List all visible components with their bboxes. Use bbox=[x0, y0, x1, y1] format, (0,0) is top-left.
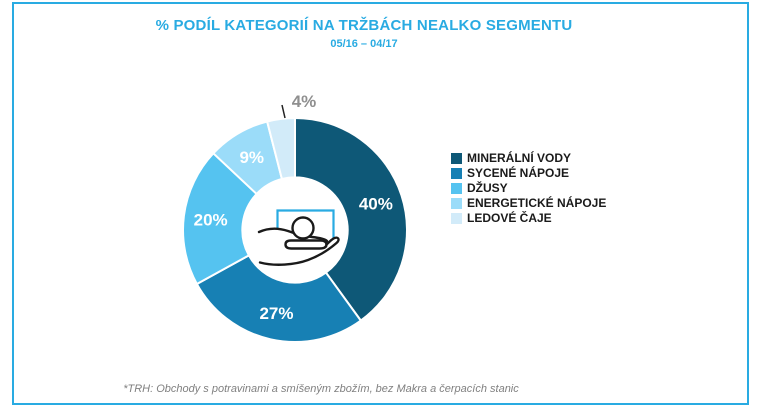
legend-item: LEDOVÉ ČAJE bbox=[451, 212, 606, 224]
legend-swatch bbox=[451, 212, 462, 224]
pie-slice-1 bbox=[195, 254, 362, 343]
legend-item: ENERGETICKÉ NÁPOJE bbox=[451, 197, 606, 209]
legend-item: DŽUSY bbox=[451, 182, 606, 194]
slice-label: 9% bbox=[239, 148, 264, 167]
legend-swatch bbox=[451, 182, 462, 194]
legend-swatch bbox=[451, 152, 462, 164]
pie-slice-4 bbox=[266, 117, 296, 181]
legend-label: MINERÁLNÍ VODY bbox=[467, 151, 572, 165]
hand-presenting-icon bbox=[257, 209, 340, 266]
legend-label: SYCENÉ NÁPOJE bbox=[467, 166, 570, 180]
legend-label: DŽUSY bbox=[467, 181, 508, 195]
legend-swatch bbox=[451, 167, 462, 179]
legend-label: ENERGETICKÉ NÁPOJE bbox=[467, 196, 607, 210]
hand-fingers-roll bbox=[284, 239, 328, 250]
hand-palm bbox=[258, 236, 340, 266]
chart-frame: % PODÍL KATEGORIÍ NA TRŽBÁCH NEALKO SEGM… bbox=[12, 2, 749, 405]
legend-swatch bbox=[451, 197, 462, 209]
ball bbox=[291, 216, 315, 240]
slice-label: 40% bbox=[359, 195, 393, 214]
label-leader-line bbox=[281, 104, 286, 119]
pie-slice-2 bbox=[182, 152, 258, 285]
product-frame bbox=[276, 209, 335, 241]
legend-item: MINERÁLNÍ VODY bbox=[451, 152, 606, 164]
slice-label: 4% bbox=[292, 92, 317, 111]
footnote: *TRH: Obchody s potravinami a smíšeným z… bbox=[123, 383, 519, 395]
chart-title: % PODÍL KATEGORIÍ NA TRŽBÁCH NEALKO SEGM… bbox=[155, 17, 573, 34]
legend: MINERÁLNÍ VODY SYCENÉ NÁPOJE DŽUSY ENERGETI… bbox=[451, 152, 606, 227]
slice-label: 27% bbox=[259, 304, 293, 323]
chart-subtitle: 05/16 – 04/17 bbox=[330, 38, 398, 50]
donut-chart: 40% 27% 20% 9% 4% bbox=[182, 92, 408, 343]
slice-label: 20% bbox=[194, 210, 228, 229]
legend-label: LEDOVÉ ČAJE bbox=[467, 211, 552, 225]
pie-slice-0 bbox=[294, 117, 408, 322]
legend-item: SYCENÉ NÁPOJE bbox=[451, 167, 606, 179]
